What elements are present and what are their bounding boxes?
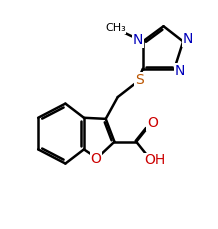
Text: N: N [175,64,185,78]
Text: OH: OH [144,153,165,167]
Text: O: O [90,152,101,166]
Text: N: N [182,32,193,46]
Text: O: O [147,116,158,130]
Text: N: N [133,33,143,47]
Text: CH₃: CH₃ [105,23,126,33]
Text: S: S [135,73,144,87]
